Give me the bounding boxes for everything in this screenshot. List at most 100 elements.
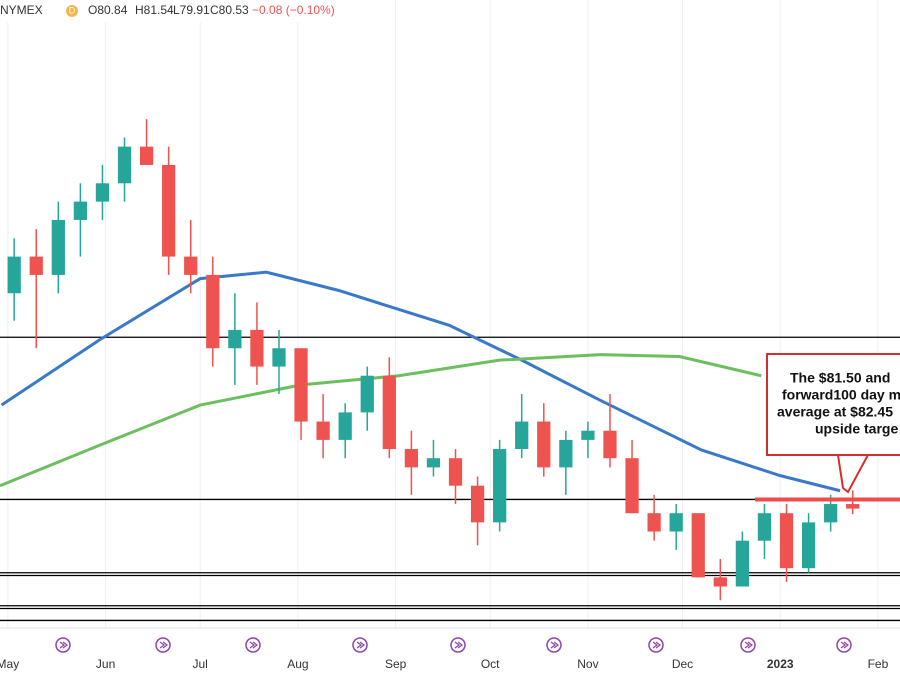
annotation-line: upside targe [815, 421, 898, 437]
candle-body [537, 421, 551, 468]
event-arrow [840, 641, 849, 649]
header-low: L79.91 [173, 3, 210, 17]
moving-average [0, 270, 841, 493]
candle-body [426, 458, 441, 468]
event-circle [836, 637, 852, 653]
candle [669, 504, 683, 550]
candle [29, 229, 43, 349]
candle-body [735, 540, 750, 587]
candle [603, 394, 617, 468]
candle-body [846, 504, 860, 509]
event-arrow [744, 641, 753, 649]
candle [537, 403, 551, 477]
event-icon [55, 637, 71, 653]
annotation-line: The $81.50 and [790, 370, 890, 386]
moving-average [0, 353, 762, 488]
candle [647, 494, 661, 541]
candle-body [691, 513, 705, 578]
annotation-line: forward100 day m [782, 387, 900, 403]
candle-body [95, 183, 110, 202]
candle-body [316, 421, 330, 440]
header-change: −0.08 (−0.10%) [252, 3, 335, 17]
event-circle [546, 637, 562, 653]
x-tick-label: Feb [868, 657, 889, 671]
candle-body [272, 348, 286, 367]
candle [801, 513, 816, 573]
candle-body [250, 329, 264, 367]
event-circle [648, 637, 664, 653]
candle [515, 394, 529, 459]
candle-body [581, 430, 595, 440]
candle [470, 476, 485, 546]
candle-body [713, 577, 727, 587]
candle-body [779, 513, 794, 569]
candle [404, 430, 419, 495]
candle [559, 430, 573, 495]
candle-body [801, 522, 816, 569]
x-tick-label: May [0, 657, 19, 671]
candle [757, 504, 772, 560]
candle [184, 219, 198, 294]
candle-body [29, 256, 43, 275]
candle [625, 439, 639, 514]
x-tick-label: Jul [193, 657, 208, 671]
candle [691, 513, 705, 578]
header-bg [0, 0, 340, 22]
event-arrow [652, 641, 661, 649]
candle [51, 201, 65, 294]
x-tick-label: Oct [481, 657, 500, 671]
event-icon [245, 637, 261, 653]
x-axis: May Jun Jul Aug Sep Oct Nov Dec 2023 Feb [0, 637, 889, 671]
candle-body [360, 375, 374, 413]
candle [426, 439, 441, 477]
candle [735, 531, 750, 587]
candle-body [206, 274, 220, 349]
candle-body [338, 412, 352, 440]
header-high: H81.54 [135, 3, 174, 17]
candle [360, 366, 374, 431]
event-icon [450, 637, 466, 653]
candle [162, 146, 176, 275]
exchange: NYMEX [0, 3, 43, 17]
candle-body [51, 219, 65, 275]
event-icon [648, 637, 664, 653]
candle-body [404, 449, 419, 468]
event-circle [450, 637, 466, 653]
candle [382, 357, 396, 459]
event-circle [352, 637, 368, 653]
candle [316, 394, 330, 459]
event-icon [352, 637, 368, 653]
x-tick-label: Dec [672, 657, 693, 671]
candle-body [117, 146, 132, 184]
badge: D [69, 5, 76, 15]
candle [139, 119, 154, 165]
event-circle [740, 637, 756, 653]
x-tick-label: 2023 [767, 657, 794, 671]
header-open: O80.84 [88, 3, 128, 17]
header-close: C80.53 [210, 3, 249, 17]
candle [73, 183, 88, 257]
event-icon [546, 637, 562, 653]
candle-body [824, 504, 838, 523]
candle [448, 449, 463, 505]
annotation: The $81.50 and forward100 day m average … [766, 353, 900, 494]
x-tick-label: Aug [287, 657, 308, 671]
candle [95, 164, 110, 220]
candle [250, 302, 264, 385]
candle-body [669, 513, 683, 532]
event-arrow [356, 641, 365, 649]
candle [228, 293, 242, 385]
x-tick-label: Sep [385, 657, 407, 671]
candle-body [559, 439, 573, 468]
candle [294, 348, 308, 440]
event-circle [155, 637, 171, 653]
event-circle [55, 637, 71, 653]
event-icon [740, 637, 756, 653]
candle [206, 256, 220, 367]
event-arrow [159, 641, 168, 649]
event-icon [836, 637, 852, 653]
candle [846, 490, 860, 515]
x-tick-label: Nov [577, 657, 598, 671]
